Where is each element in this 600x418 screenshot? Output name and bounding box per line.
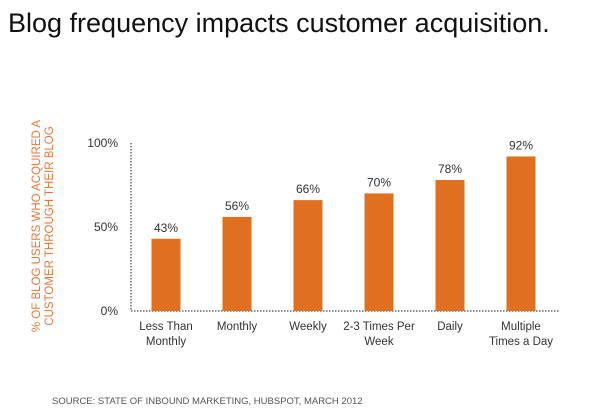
data-label: 92%	[509, 138, 533, 152]
bar	[364, 193, 394, 311]
bar	[293, 200, 323, 311]
y-tick-label: 0%	[101, 304, 119, 318]
x-tick-label: Less Than	[139, 321, 193, 333]
data-label: 78%	[438, 162, 462, 176]
data-label: 56%	[225, 199, 249, 213]
data-label: 66%	[296, 182, 320, 196]
y-tick-label: 100%	[87, 136, 118, 150]
x-tick-label: Weekly	[289, 321, 327, 333]
source-note: SOURCE: STATE OF INBOUND MARKETING, HUBS…	[52, 396, 363, 407]
x-tick-label: 2-3 Times Per	[343, 321, 415, 333]
y-tick-label: 50%	[94, 220, 118, 234]
bar	[506, 156, 536, 311]
bar	[222, 216, 252, 311]
data-label: 70%	[367, 175, 391, 189]
bar	[435, 179, 465, 311]
x-tick-label: Times a Day	[489, 336, 553, 348]
x-tick-label: Daily	[437, 321, 463, 333]
x-tick-label: Monthly	[146, 336, 187, 348]
x-tick-label: Week	[364, 336, 393, 348]
data-label: 43%	[154, 221, 178, 235]
bar	[151, 238, 181, 311]
page-title: Blog frequency impacts customer acquisit…	[8, 8, 550, 38]
x-tick-label: Multiple	[501, 321, 541, 333]
x-tick-label: Monthly	[217, 321, 258, 333]
